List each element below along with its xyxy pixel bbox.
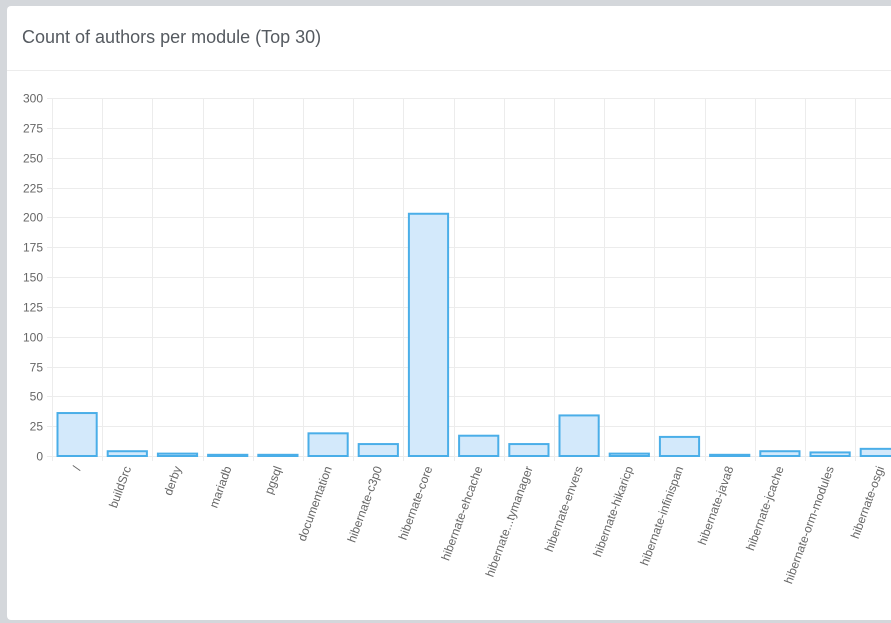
bar[interactable] bbox=[658, 435, 701, 458]
y-tick-label: 275 bbox=[23, 122, 43, 136]
y-tick-label: 25 bbox=[30, 420, 44, 434]
x-tick-label: mariadb bbox=[207, 464, 235, 510]
y-tick-label: 100 bbox=[23, 331, 43, 345]
y-tick-label: 250 bbox=[23, 152, 43, 166]
bars bbox=[56, 212, 891, 458]
y-axis-ticks: 0 25 50 75 100 125 150 175 200 225 250 275 300 bbox=[23, 92, 43, 464]
y-tick-label: 225 bbox=[23, 182, 43, 196]
bar[interactable] bbox=[759, 450, 801, 457]
y-tick-label: 175 bbox=[23, 241, 43, 255]
bar[interactable] bbox=[458, 434, 500, 458]
panel-header: Count of authors per module (Top 30) bbox=[7, 6, 891, 71]
x-tick-label: hibernate-core bbox=[396, 464, 436, 542]
bar[interactable] bbox=[56, 412, 98, 458]
x-tick-label: hibernate-java8 bbox=[695, 464, 737, 547]
y-tick-label: 125 bbox=[23, 301, 43, 315]
bar[interactable] bbox=[307, 432, 349, 457]
y-tick-label: 50 bbox=[30, 390, 44, 404]
bar-chart: 0 25 50 75 100 125 150 175 200 225 250 275 300 / buil… bbox=[23, 92, 891, 586]
x-tick-label: hibernate-orm-modules bbox=[781, 464, 837, 585]
x-tick-label: hibernate-c3p0 bbox=[345, 464, 386, 544]
x-tick-label: hibernate-ehcache bbox=[438, 464, 485, 563]
y-tick-label: 75 bbox=[30, 361, 44, 375]
bar[interactable] bbox=[809, 451, 851, 458]
chart-panel: Count of authors per module (Top 30) 0 25… bbox=[7, 6, 891, 620]
grid-lines bbox=[47, 98, 891, 461]
bar[interactable] bbox=[859, 447, 891, 457]
x-axis-ticks: / buildSrc derby mariadb pgsql documentation h… bbox=[70, 464, 887, 586]
bar[interactable] bbox=[407, 212, 450, 457]
x-tick-label: buildSrc bbox=[106, 464, 134, 510]
y-tick-label: 150 bbox=[23, 271, 43, 285]
bar[interactable] bbox=[508, 443, 550, 458]
y-tick-label: 0 bbox=[36, 450, 43, 464]
x-tick-label: derby bbox=[161, 464, 184, 497]
x-tick-label: hibernate-infinispan bbox=[637, 464, 686, 567]
x-tick-label: hibernate...tymanager bbox=[483, 464, 536, 578]
chart-area: 0 25 50 75 100 125 150 175 200 225 250 275 300 / buil… bbox=[7, 72, 891, 620]
x-tick-label: hibernate-hikaricp bbox=[590, 464, 636, 559]
x-tick-label: hibernate-osgi bbox=[848, 464, 887, 540]
bar[interactable] bbox=[558, 414, 600, 457]
x-tick-label: hibernate-envers bbox=[542, 464, 586, 553]
x-tick-label: pgsql bbox=[262, 464, 285, 496]
bar[interactable] bbox=[106, 450, 148, 457]
bar[interactable] bbox=[357, 443, 399, 458]
bar[interactable] bbox=[709, 453, 751, 458]
panel-title: Count of authors per module (Top 30) bbox=[22, 27, 322, 47]
bar[interactable] bbox=[257, 453, 299, 458]
x-tick-label: documentation bbox=[295, 464, 335, 543]
bar[interactable] bbox=[608, 452, 650, 458]
y-tick-label: 300 bbox=[23, 92, 43, 106]
bar[interactable] bbox=[207, 453, 249, 458]
x-tick-label: / bbox=[70, 464, 85, 473]
x-tick-label: hibernate-jcache bbox=[743, 464, 787, 552]
bar[interactable] bbox=[156, 452, 199, 458]
y-tick-label: 200 bbox=[23, 211, 43, 225]
